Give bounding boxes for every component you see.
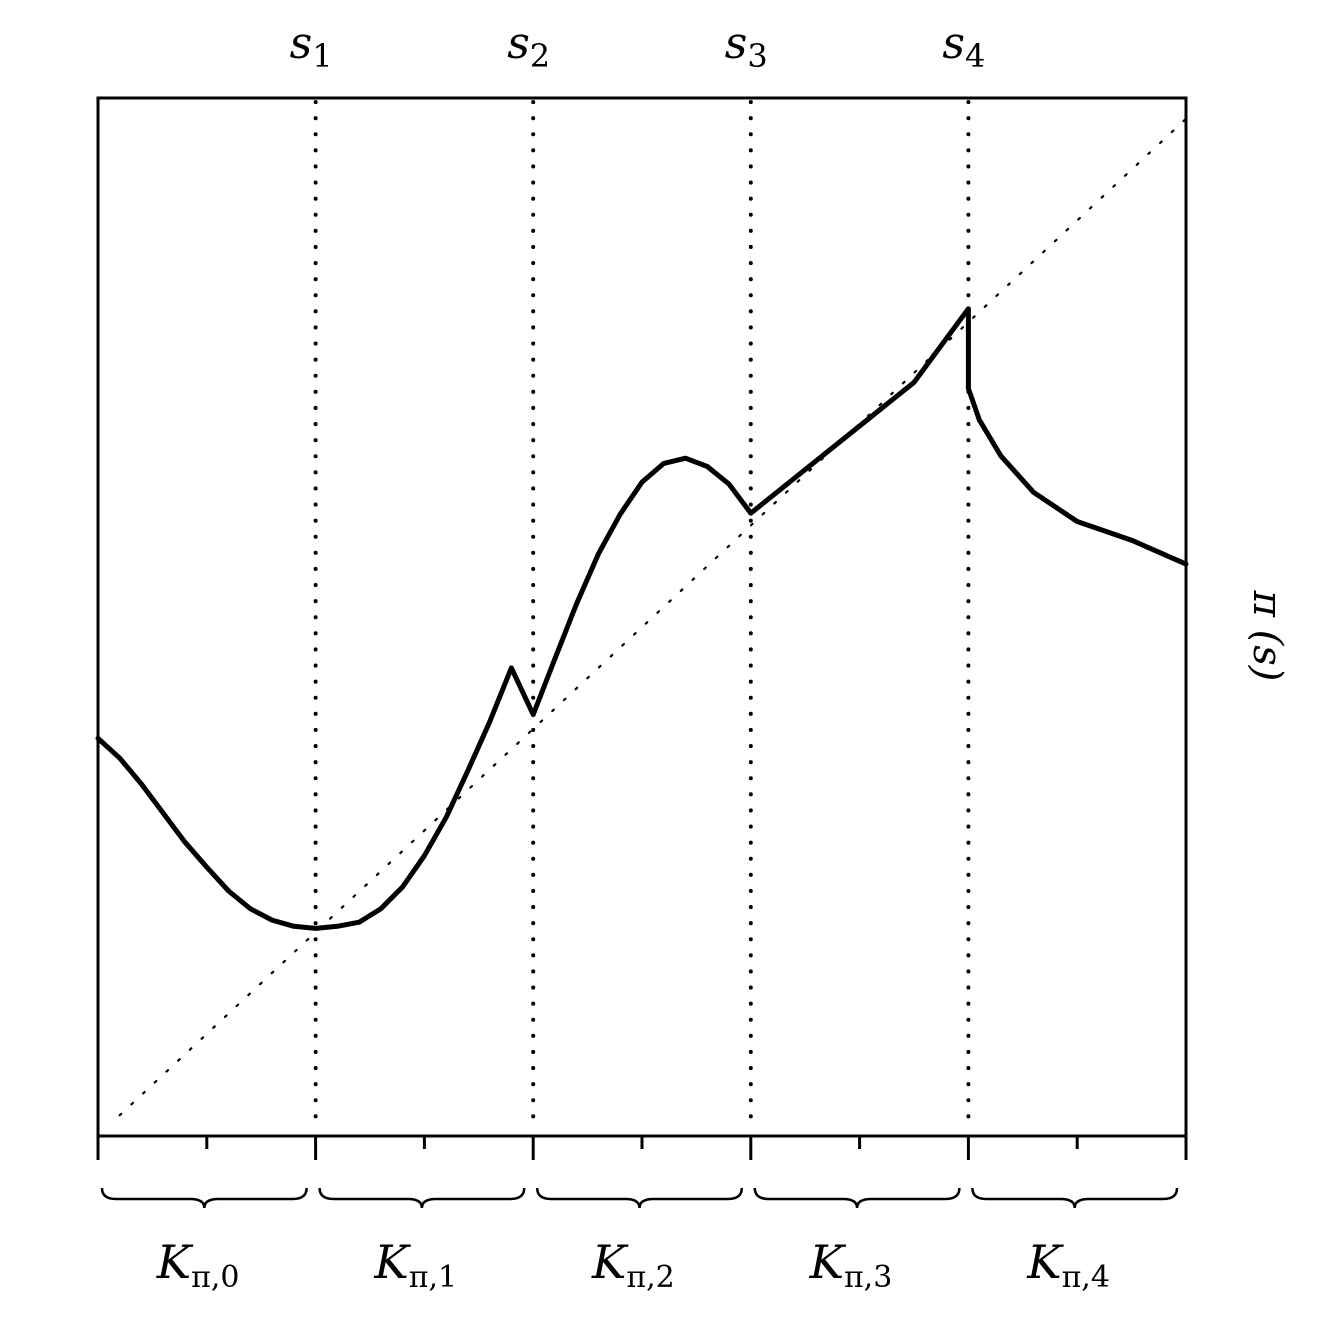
interval-braces [100, 1187, 1179, 1209]
plot-frame [96, 96, 1188, 1138]
curve-group [95, 306, 1189, 931]
interval-brace-3 [753, 1187, 961, 1209]
breakpoint-label-2: s2 [507, 18, 550, 75]
x-axis-ticks [96, 1136, 1188, 1160]
interval-label-2: Kπ,2 [591, 1235, 675, 1295]
interval-label-3: Kπ,3 [809, 1235, 893, 1295]
interval-brace-2 [535, 1187, 744, 1209]
breakpoint-label-3: s3 [725, 18, 768, 75]
y-axis-label: π (s) [1244, 590, 1290, 682]
interval-brace-4 [971, 1187, 1179, 1209]
breakpoint-guides [313, 100, 971, 1124]
pi-curve-0 [95, 306, 1189, 931]
breakpoint-labels: s1 s2 s3 s4 [290, 18, 986, 75]
interval-label-0: Kπ,0 [156, 1235, 240, 1295]
interval-labels: Kπ,0 Kπ,1 Kπ,2 Kπ,3 Kπ,4 [156, 1235, 1110, 1295]
breakpoint-label-4: s4 [942, 18, 985, 75]
reference-line-group [118, 117, 1188, 1117]
interval-brace-0 [100, 1187, 308, 1209]
interval-brace-1 [318, 1187, 526, 1209]
interval-label-4: Kπ,4 [1026, 1235, 1110, 1295]
y-axis-label-text: π (s) [1244, 590, 1290, 682]
reference-diagonal-line [118, 117, 1188, 1117]
breakpoint-label-1: s1 [290, 18, 333, 75]
interval-label-1: Kπ,1 [373, 1235, 457, 1295]
